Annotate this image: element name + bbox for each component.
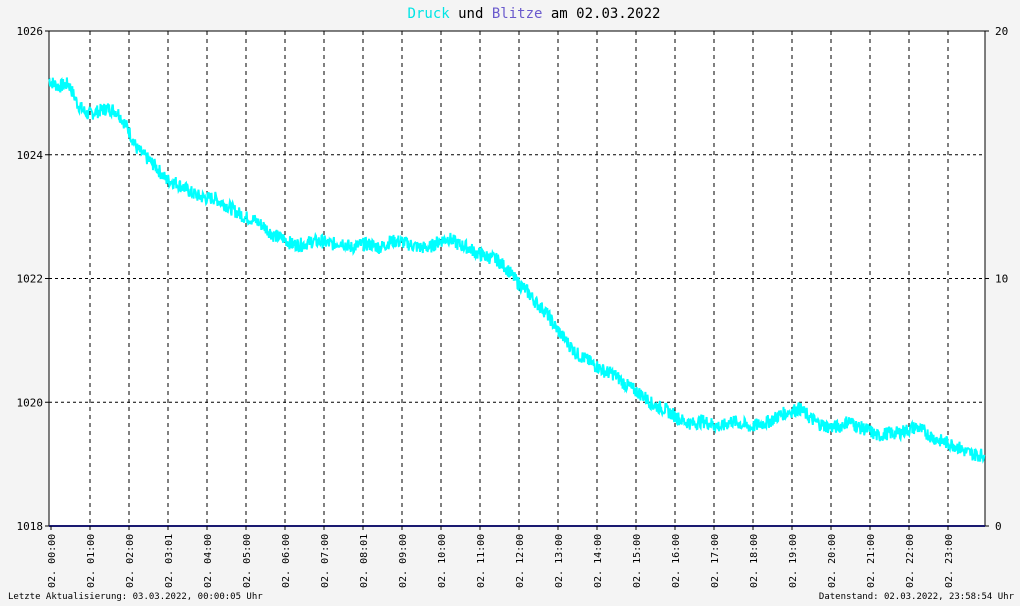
chart-title: Druck und Blitze am 02.03.2022 [408, 6, 661, 22]
x-tick-label-9: 02. 09:00 [398, 534, 409, 588]
chart-title-part-0: Druck [408, 6, 451, 22]
x-tick-label-18: 02. 18:00 [749, 534, 760, 588]
x-tick-label-6: 02. 06:00 [281, 534, 292, 588]
series-layer [48, 77, 986, 527]
footer-last-update: Letzte Aktualisierung: 03.03.2022, 00:00… [8, 592, 263, 602]
footer-data-status: Datenstand: 02.03.2022, 23:58:54 Uhr [818, 592, 1014, 602]
x-tick-label-5: 02. 05:00 [242, 534, 253, 588]
y-right-tick-label-1: 10 [995, 273, 1008, 286]
chart-title-part-2: Blitze [492, 6, 543, 22]
x-tick-label-20: 02. 20:00 [827, 534, 838, 588]
x-tick-label-22: 02. 22:00 [905, 534, 916, 588]
x-tick-label-12: 02. 12:00 [515, 534, 526, 588]
x-tick-label-14: 02. 14:00 [593, 534, 604, 588]
x-tick-label-21: 02. 21:00 [866, 534, 877, 588]
x-tick-label-2: 02. 02:00 [125, 534, 136, 588]
x-tick-label-10: 02. 10:00 [437, 534, 448, 588]
y-left-tick-label-0: 1018 [17, 520, 44, 533]
y-right-tick-label-0: 0 [995, 520, 1002, 533]
x-tick-label-13: 02. 13:00 [554, 534, 565, 588]
x-tick-label-1: 02. 01:00 [86, 534, 97, 588]
y-left-tick-label-1: 1020 [17, 396, 44, 409]
x-tick-label-16: 02. 16:00 [671, 534, 682, 588]
x-tick-label-7: 02. 07:00 [320, 534, 331, 588]
chart-title-part-3: am 02.03.2022 [542, 6, 660, 22]
x-tick-label-0: 02. 00:00 [47, 534, 58, 588]
x-tick-label-15: 02. 15:00 [632, 534, 643, 588]
x-tick-label-4: 02. 04:00 [203, 534, 214, 588]
x-tick-label-23: 02. 23:00 [944, 534, 955, 588]
y-left-tick-label-2: 1022 [17, 273, 44, 286]
y-left-tick-label-4: 1026 [17, 25, 44, 38]
series-line-druck [48, 77, 986, 464]
chart-title-part-1: und [450, 6, 492, 22]
x-tick-label-19: 02. 19:00 [788, 534, 799, 588]
y-right-tick-label-2: 20 [995, 25, 1008, 38]
x-tick-label-11: 02. 11:00 [476, 534, 487, 588]
x-tick-label-17: 02. 17:00 [710, 534, 721, 588]
grid [49, 31, 985, 526]
x-tick-label-3: 02. 03:01 [164, 534, 175, 588]
x-tick-label-8: 02. 08:01 [359, 534, 370, 588]
y-left-tick-label-3: 1024 [17, 149, 44, 162]
